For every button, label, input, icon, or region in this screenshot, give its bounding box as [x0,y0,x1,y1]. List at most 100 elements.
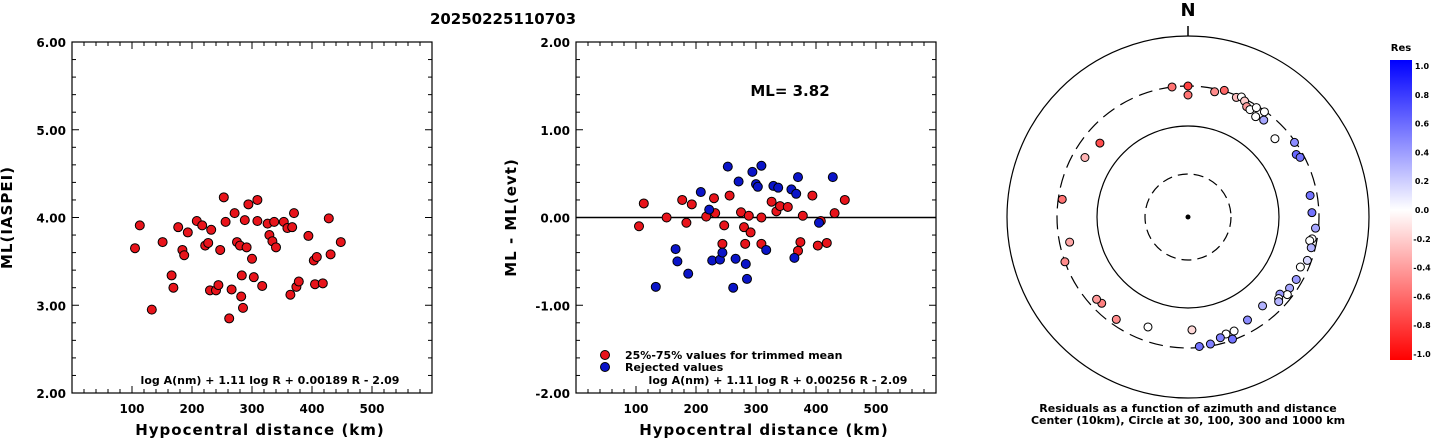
ml-annotation: ML= 3.82 [750,82,829,100]
residual-point [1259,115,1269,125]
data-point [220,216,231,227]
residual-point [1210,87,1220,97]
data-point [325,249,336,260]
residual-point [1306,243,1316,253]
data-point [252,194,263,205]
data-point [197,220,208,231]
data-point [130,243,140,254]
data-point [739,222,749,233]
data-point [271,242,281,253]
data-point [724,190,735,201]
data-point [722,161,733,172]
polar-caption-line2: Center (10km), Circle at 30, 100, 300 an… [1031,414,1345,427]
data-point [793,172,803,183]
residual-point [1183,90,1193,100]
ml-vs-distance-chart: 100 200 300 400 500 2.00 3.00 4.00 5.00 6.00 Hypoc… [0,36,433,439]
data-point [173,222,184,233]
data-point [740,238,751,249]
y-axis-label: ML - ML(evt) [502,158,520,276]
data-point [224,313,235,324]
y-tick-label: 4.00 [36,212,66,226]
x-axis-label: Hypocentral distance (km) [639,421,889,439]
data-point [686,199,697,210]
data-point [257,280,268,291]
y-tick-label: 2.00 [540,36,570,50]
data-point [146,304,157,315]
data-point [303,230,314,241]
x-axis-label: Hypocentral distance (km) [135,421,385,439]
residual-point [1251,103,1261,113]
data-point [252,216,263,227]
north-label: N [1180,0,1195,21]
y-tick-label: 0.00 [540,212,570,226]
data-point [248,272,259,283]
data-point [157,237,168,248]
x-tick-label: 300 [743,402,768,416]
colorbar [1390,60,1412,360]
data-point [213,280,224,291]
data-point [730,253,741,264]
plot-frame [71,41,433,394]
colorbar-tick-label: 0.2 [1415,177,1429,186]
data-point [719,220,730,231]
residual-point [1295,152,1305,162]
data-point [672,256,683,267]
data-point [182,227,193,238]
x-tick-label: 100 [623,402,648,416]
data-point [243,199,254,210]
residual-point [1259,107,1269,117]
data-point [677,194,688,205]
residual-point [1183,81,1193,91]
colorbar-tick-label: -1.0 [1413,350,1431,359]
y-tick-label: 6.00 [36,36,66,50]
colorbar-tick-label: 0.6 [1415,120,1430,129]
data-point [650,281,661,292]
residual-point [1289,137,1299,147]
data-point [829,208,840,219]
data-point [638,198,649,209]
residual-point [1291,275,1301,284]
residual-point [1243,315,1252,325]
colorbar-tick-label: 0.0 [1415,206,1430,215]
x-tick-label: 400 [299,402,324,416]
polar-caption-line1: Residuals as a function of azimuth and d… [1039,402,1336,415]
residual-point [1274,297,1284,307]
residual-vs-distance-chart: 100 200 300 400 500 -2.00 -1.00 0.00 1.00 2.00 Hyp… [502,36,937,439]
residual-point [1143,322,1153,332]
residual-point [1270,134,1280,144]
data-point [179,250,190,261]
data-point [704,204,715,215]
figure-title: 20250225110703 [430,10,576,28]
data-point [168,282,179,293]
data-point [239,215,250,226]
residual-point [1227,334,1237,344]
data-point [247,253,257,264]
residual-point [1305,190,1315,200]
data-point [335,237,346,248]
residual-point [1092,294,1102,304]
data-point [747,166,758,177]
data-point [134,220,145,231]
data-point [681,217,692,228]
data-point [821,237,832,248]
x-tick-label: 500 [863,402,888,416]
y-tick-label: -1.00 [535,299,570,313]
colorbar-tick-label: -0.8 [1413,321,1431,330]
residual-point [1295,262,1305,272]
data-point [789,252,800,263]
data-point [761,244,772,255]
data-point [683,268,694,279]
data-point [634,221,644,232]
data-point [752,181,763,192]
colorbar-tick-label: -0.4 [1413,264,1431,273]
y-tick-label: -2.00 [535,387,570,401]
data-point [717,247,728,258]
y-tick-label: 3.00 [36,299,66,313]
residual-point [1307,208,1317,218]
residual-point [1194,342,1204,352]
colorbar-title: Res [1391,43,1411,54]
legend-label: Rejected values [625,361,724,374]
data-point [203,237,214,248]
x-tick-label: 100 [119,402,144,416]
